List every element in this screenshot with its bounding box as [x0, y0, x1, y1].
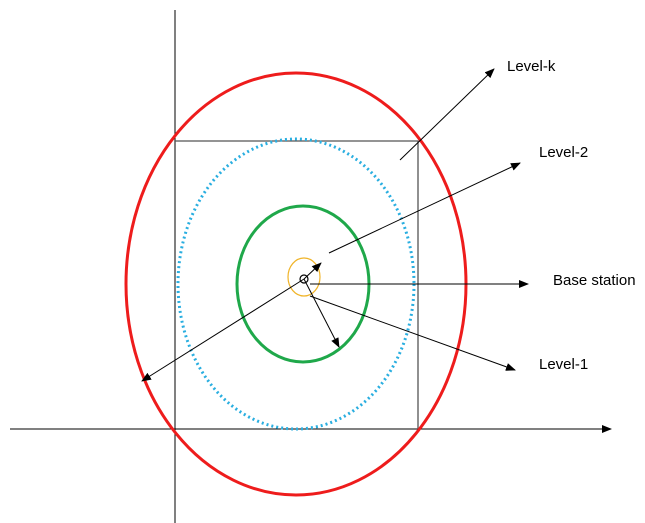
- label-base-station: Base station: [553, 272, 636, 289]
- pointer-level-1: [309, 295, 516, 371]
- inner-circle: [287, 257, 321, 297]
- radius-arrow-level-1: [303, 278, 340, 348]
- radius-arrow-inner: [303, 262, 322, 280]
- radius-arrow-level-k: [141, 278, 305, 382]
- pointer-level-k: [399, 68, 495, 161]
- label-level-2: Level-2: [539, 144, 588, 161]
- pointer-level-2: [328, 162, 521, 254]
- area-square: [175, 140, 419, 429]
- label-level-k: Level-k: [507, 58, 556, 75]
- label-level-1: Level-1: [539, 356, 588, 373]
